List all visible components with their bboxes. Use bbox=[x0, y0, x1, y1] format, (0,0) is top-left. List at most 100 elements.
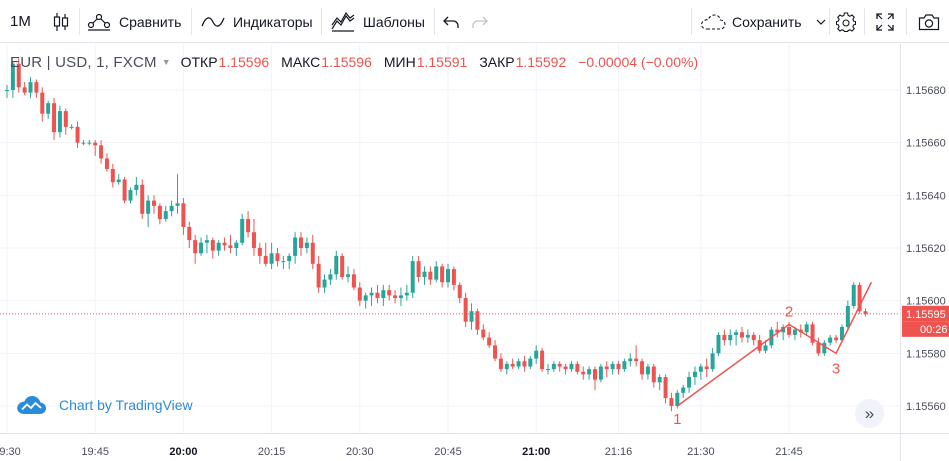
candle-body bbox=[398, 295, 403, 299]
open-value: 1.15596 bbox=[218, 54, 270, 70]
candle-body bbox=[22, 87, 27, 93]
candle-body bbox=[34, 82, 39, 93]
fullscreen-button[interactable] bbox=[876, 0, 894, 43]
close-value: 1.15592 bbox=[515, 54, 567, 70]
grid bbox=[0, 44, 900, 433]
settings-button[interactable] bbox=[836, 0, 856, 43]
candle-body bbox=[740, 332, 744, 338]
candle-body bbox=[99, 145, 104, 159]
candle-body bbox=[146, 200, 151, 214]
candle-body bbox=[246, 219, 251, 233]
tradingview-watermark[interactable]: Chart by TradingView bbox=[16, 395, 193, 415]
templates-label: Шаблоны bbox=[363, 13, 425, 30]
compare-label: Сравнить bbox=[119, 13, 182, 30]
candle-body bbox=[69, 126, 74, 128]
undo-button[interactable] bbox=[443, 0, 459, 43]
candle-body bbox=[5, 90, 9, 91]
candle-body bbox=[369, 292, 374, 296]
candle-body bbox=[387, 290, 392, 296]
time-tick-label: 20:00 bbox=[169, 446, 197, 458]
save-button[interactable]: Сохранить bbox=[700, 0, 826, 43]
pattern-point-label: 3 bbox=[832, 360, 840, 377]
time-tick-label: 21:16 bbox=[605, 446, 633, 458]
candle-body bbox=[845, 305, 850, 327]
candle-body bbox=[787, 327, 792, 335]
candles-icon bbox=[53, 12, 69, 31]
candle-body bbox=[775, 329, 780, 333]
candle-body bbox=[528, 358, 533, 367]
candle-body bbox=[551, 363, 556, 370]
price-tick-label: 1.15660 bbox=[906, 138, 946, 150]
toolbar-divider bbox=[79, 8, 80, 35]
candle-body bbox=[640, 361, 645, 375]
redo-icon bbox=[472, 16, 488, 28]
candle-body bbox=[404, 292, 409, 296]
candle-body bbox=[28, 82, 33, 93]
snapshot-button[interactable] bbox=[918, 0, 940, 43]
abc-pattern-drawing[interactable]: 1 2 3 bbox=[673, 281, 873, 428]
candle-body bbox=[810, 324, 815, 343]
indicators-button[interactable]: Индикаторы bbox=[201, 0, 313, 43]
time-tick-label: 20:30 bbox=[346, 446, 374, 458]
candle-body bbox=[63, 111, 68, 127]
candle-body bbox=[328, 274, 333, 280]
candle-body bbox=[275, 253, 280, 262]
save-label: Сохранить bbox=[732, 13, 802, 30]
candle-body bbox=[828, 337, 833, 343]
gear-icon bbox=[836, 11, 856, 32]
candle-body bbox=[457, 284, 462, 299]
candle-body bbox=[375, 292, 380, 299]
low-value: 1.15591 bbox=[416, 54, 468, 70]
candle-body bbox=[481, 329, 486, 338]
time-tick-label: 19:30 bbox=[0, 446, 21, 458]
candle-body bbox=[634, 358, 639, 362]
pattern-polyline bbox=[676, 281, 873, 407]
fullscreen-icon bbox=[876, 12, 894, 31]
candle-body bbox=[598, 366, 603, 380]
candle-body bbox=[487, 337, 492, 346]
templates-button[interactable]: Шаблоны bbox=[331, 0, 425, 43]
candle-body bbox=[616, 363, 621, 370]
candle-body bbox=[263, 255, 268, 264]
candle-body bbox=[269, 253, 274, 264]
candle-body bbox=[804, 324, 809, 333]
time-tick-label: 21:45 bbox=[775, 446, 803, 458]
price-tick-label: 1.15620 bbox=[906, 243, 946, 255]
toolbar-divider bbox=[191, 8, 192, 35]
redo-button[interactable] bbox=[472, 0, 488, 43]
candle-body bbox=[140, 184, 145, 214]
candle-body bbox=[663, 377, 668, 399]
candle-body bbox=[87, 142, 92, 144]
indicators-label: Индикаторы bbox=[233, 13, 313, 30]
candle-body bbox=[716, 334, 721, 354]
candle-body bbox=[122, 179, 127, 201]
candle-body bbox=[581, 371, 586, 375]
candle-body bbox=[781, 327, 786, 333]
close-label: ЗАКР bbox=[479, 54, 515, 70]
candle-body bbox=[181, 203, 186, 227]
open-label: ОТКР bbox=[180, 54, 218, 70]
toolbar-divider bbox=[829, 8, 830, 35]
timeframe-button[interactable]: 1M bbox=[10, 0, 31, 43]
candle-body bbox=[710, 353, 715, 370]
compare-button[interactable]: Сравнить bbox=[87, 0, 181, 43]
chart-type-button[interactable] bbox=[52, 0, 70, 43]
candle-body bbox=[104, 158, 109, 169]
candle-body bbox=[187, 226, 192, 241]
double-chevron-right-icon: » bbox=[864, 404, 875, 423]
last-price-value: 1.15595 bbox=[906, 309, 946, 321]
candle-body bbox=[134, 184, 139, 191]
top-toolbar: 1M Сравнить Индикаторы bbox=[0, 0, 949, 43]
candle-body bbox=[587, 369, 592, 375]
scroll-to-realtime-button[interactable]: » bbox=[855, 399, 884, 428]
candle-body bbox=[704, 366, 709, 370]
candle-body bbox=[839, 327, 844, 341]
caret-down-icon[interactable]: ▼ bbox=[161, 57, 171, 67]
candlestick-chart[interactable]: 123 1.156801.156601.156401.156201.156001… bbox=[0, 44, 949, 461]
chevron-down-icon[interactable] bbox=[816, 19, 826, 25]
candle-body bbox=[210, 240, 215, 251]
candle-body bbox=[163, 211, 168, 220]
candle-body bbox=[834, 337, 839, 341]
symbol-title[interactable]: EUR | USD, 1, FXCM bbox=[10, 53, 157, 71]
